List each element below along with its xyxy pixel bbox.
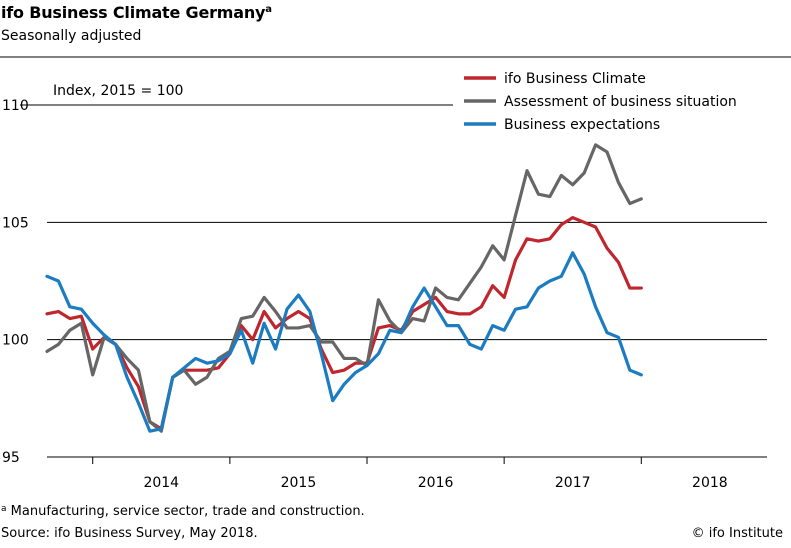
legend-label: Assessment of business situation (504, 94, 737, 110)
x-tick-label: 2015 (281, 475, 317, 491)
y-tick-label: 105 (2, 215, 29, 231)
series-line (45, 143, 643, 433)
copyright-note: © ifo Institute (691, 526, 783, 541)
legend: ifo Business Climate Assessment of busine… (464, 71, 737, 133)
y-axis-labels: 95 100 105 110 (2, 98, 29, 466)
x-tick-label: 2016 (418, 475, 454, 491)
chart-subtitle: Seasonally adjusted (1, 28, 142, 44)
source-note: Source: ifo Business Survey, May 2018. (1, 526, 258, 541)
legend-label: Business expectations (504, 117, 660, 133)
x-tick-label: 2018 (692, 475, 728, 491)
x-axis: 2014 2015 2016 2017 2018 (47, 456, 767, 491)
y-tick-label: 100 (2, 333, 29, 349)
footnote-marker: a (1, 504, 7, 514)
y-tick-label: 110 (2, 98, 29, 114)
index-annotation: Index, 2015 = 100 (53, 83, 183, 99)
gridlines (20, 104, 767, 341)
footnote: a Manufacturing, service sector, trade a… (1, 504, 365, 519)
y-tick-label: 95 (2, 450, 20, 466)
series-lines (45, 143, 643, 433)
chart-title: ifo Business Climate Germanya (1, 3, 272, 22)
title-footnote-marker: a (265, 4, 272, 15)
x-tick-label: 2014 (143, 475, 179, 491)
x-tick-label: 2017 (555, 475, 591, 491)
series-line (45, 251, 643, 433)
legend-label: ifo Business Climate (504, 71, 646, 87)
